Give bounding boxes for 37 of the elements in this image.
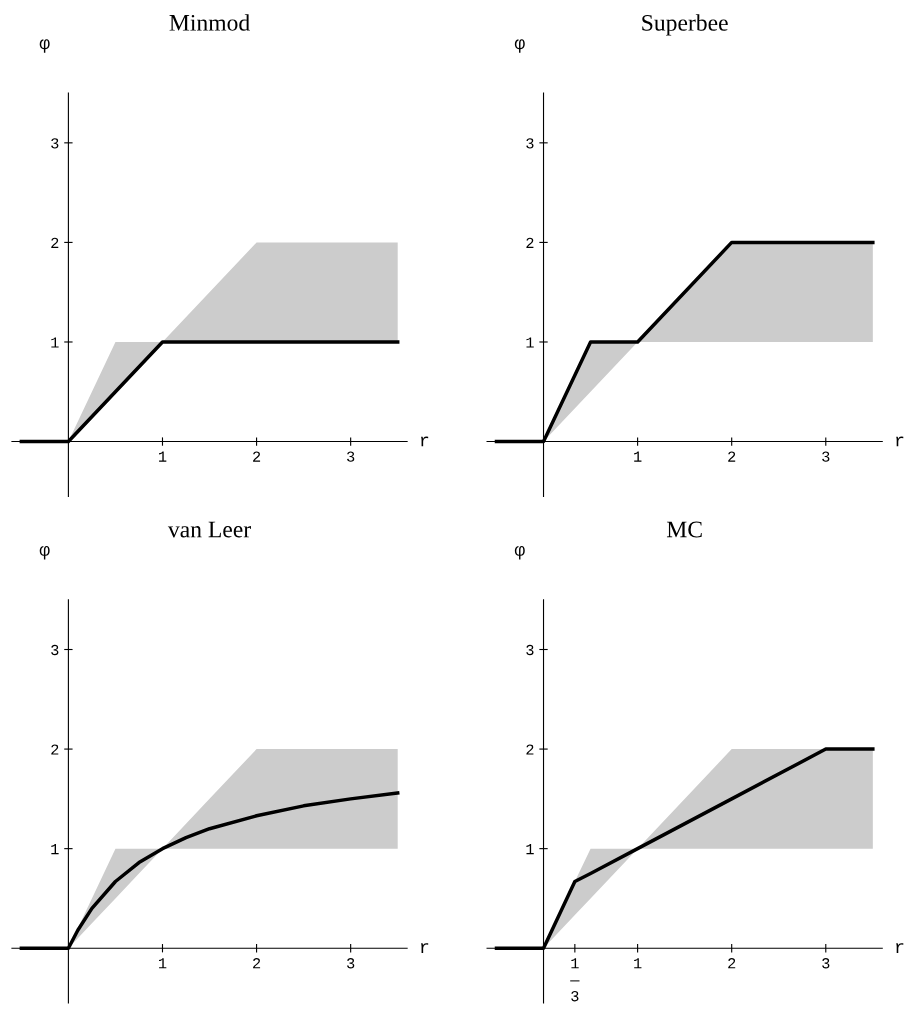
x-tick-label: 1	[159, 451, 167, 462]
y-tick-label: 3	[51, 138, 59, 149]
y-axis-title: φ	[514, 39, 525, 53]
x-tick-label: 1	[159, 958, 167, 969]
x-tick-label: 1 ― 3	[570, 958, 580, 1002]
x-tick-label: 2	[253, 451, 261, 462]
chart-title: Minmod	[169, 14, 250, 31]
y-tick-label: 2	[526, 237, 534, 248]
y-tick-label: 3	[526, 644, 534, 656]
x-axis-title: r	[421, 943, 429, 953]
y-axis-title: φ	[514, 545, 525, 560]
chart-title: MC	[666, 521, 702, 538]
y-tick-label: 3	[51, 644, 59, 656]
y-axis-title: φ	[39, 39, 50, 53]
x-axis-title: r	[421, 436, 429, 447]
x-tick-label: 2	[253, 958, 261, 969]
y-tick-label: 2	[526, 744, 534, 755]
y-tick-label: 1	[526, 844, 534, 855]
y-tick-label: 2	[51, 744, 59, 755]
y-tick-label: 2	[51, 237, 59, 248]
y-tick-label: 1	[526, 337, 534, 348]
x-tick-label: 3	[822, 451, 830, 462]
x-tick-label: 1	[634, 451, 642, 462]
x-axis-title: r	[896, 943, 904, 953]
chart-title: van Leer	[167, 521, 251, 538]
y-tick-label: 1	[51, 844, 59, 855]
x-tick-label: 2	[728, 958, 736, 969]
x-tick-label: 3	[822, 958, 830, 969]
y-axis-title: φ	[39, 545, 50, 560]
x-tick-label: 3	[347, 958, 355, 969]
x-tick-label: 2	[728, 451, 736, 462]
x-axis-title: r	[896, 436, 904, 447]
x-tick-label: 3	[347, 451, 355, 462]
y-tick-label: 1	[51, 337, 59, 348]
y-tick-label: 3	[526, 138, 534, 149]
x-tick-label: 1	[634, 958, 642, 969]
chart-title: Superbee	[642, 14, 728, 36]
